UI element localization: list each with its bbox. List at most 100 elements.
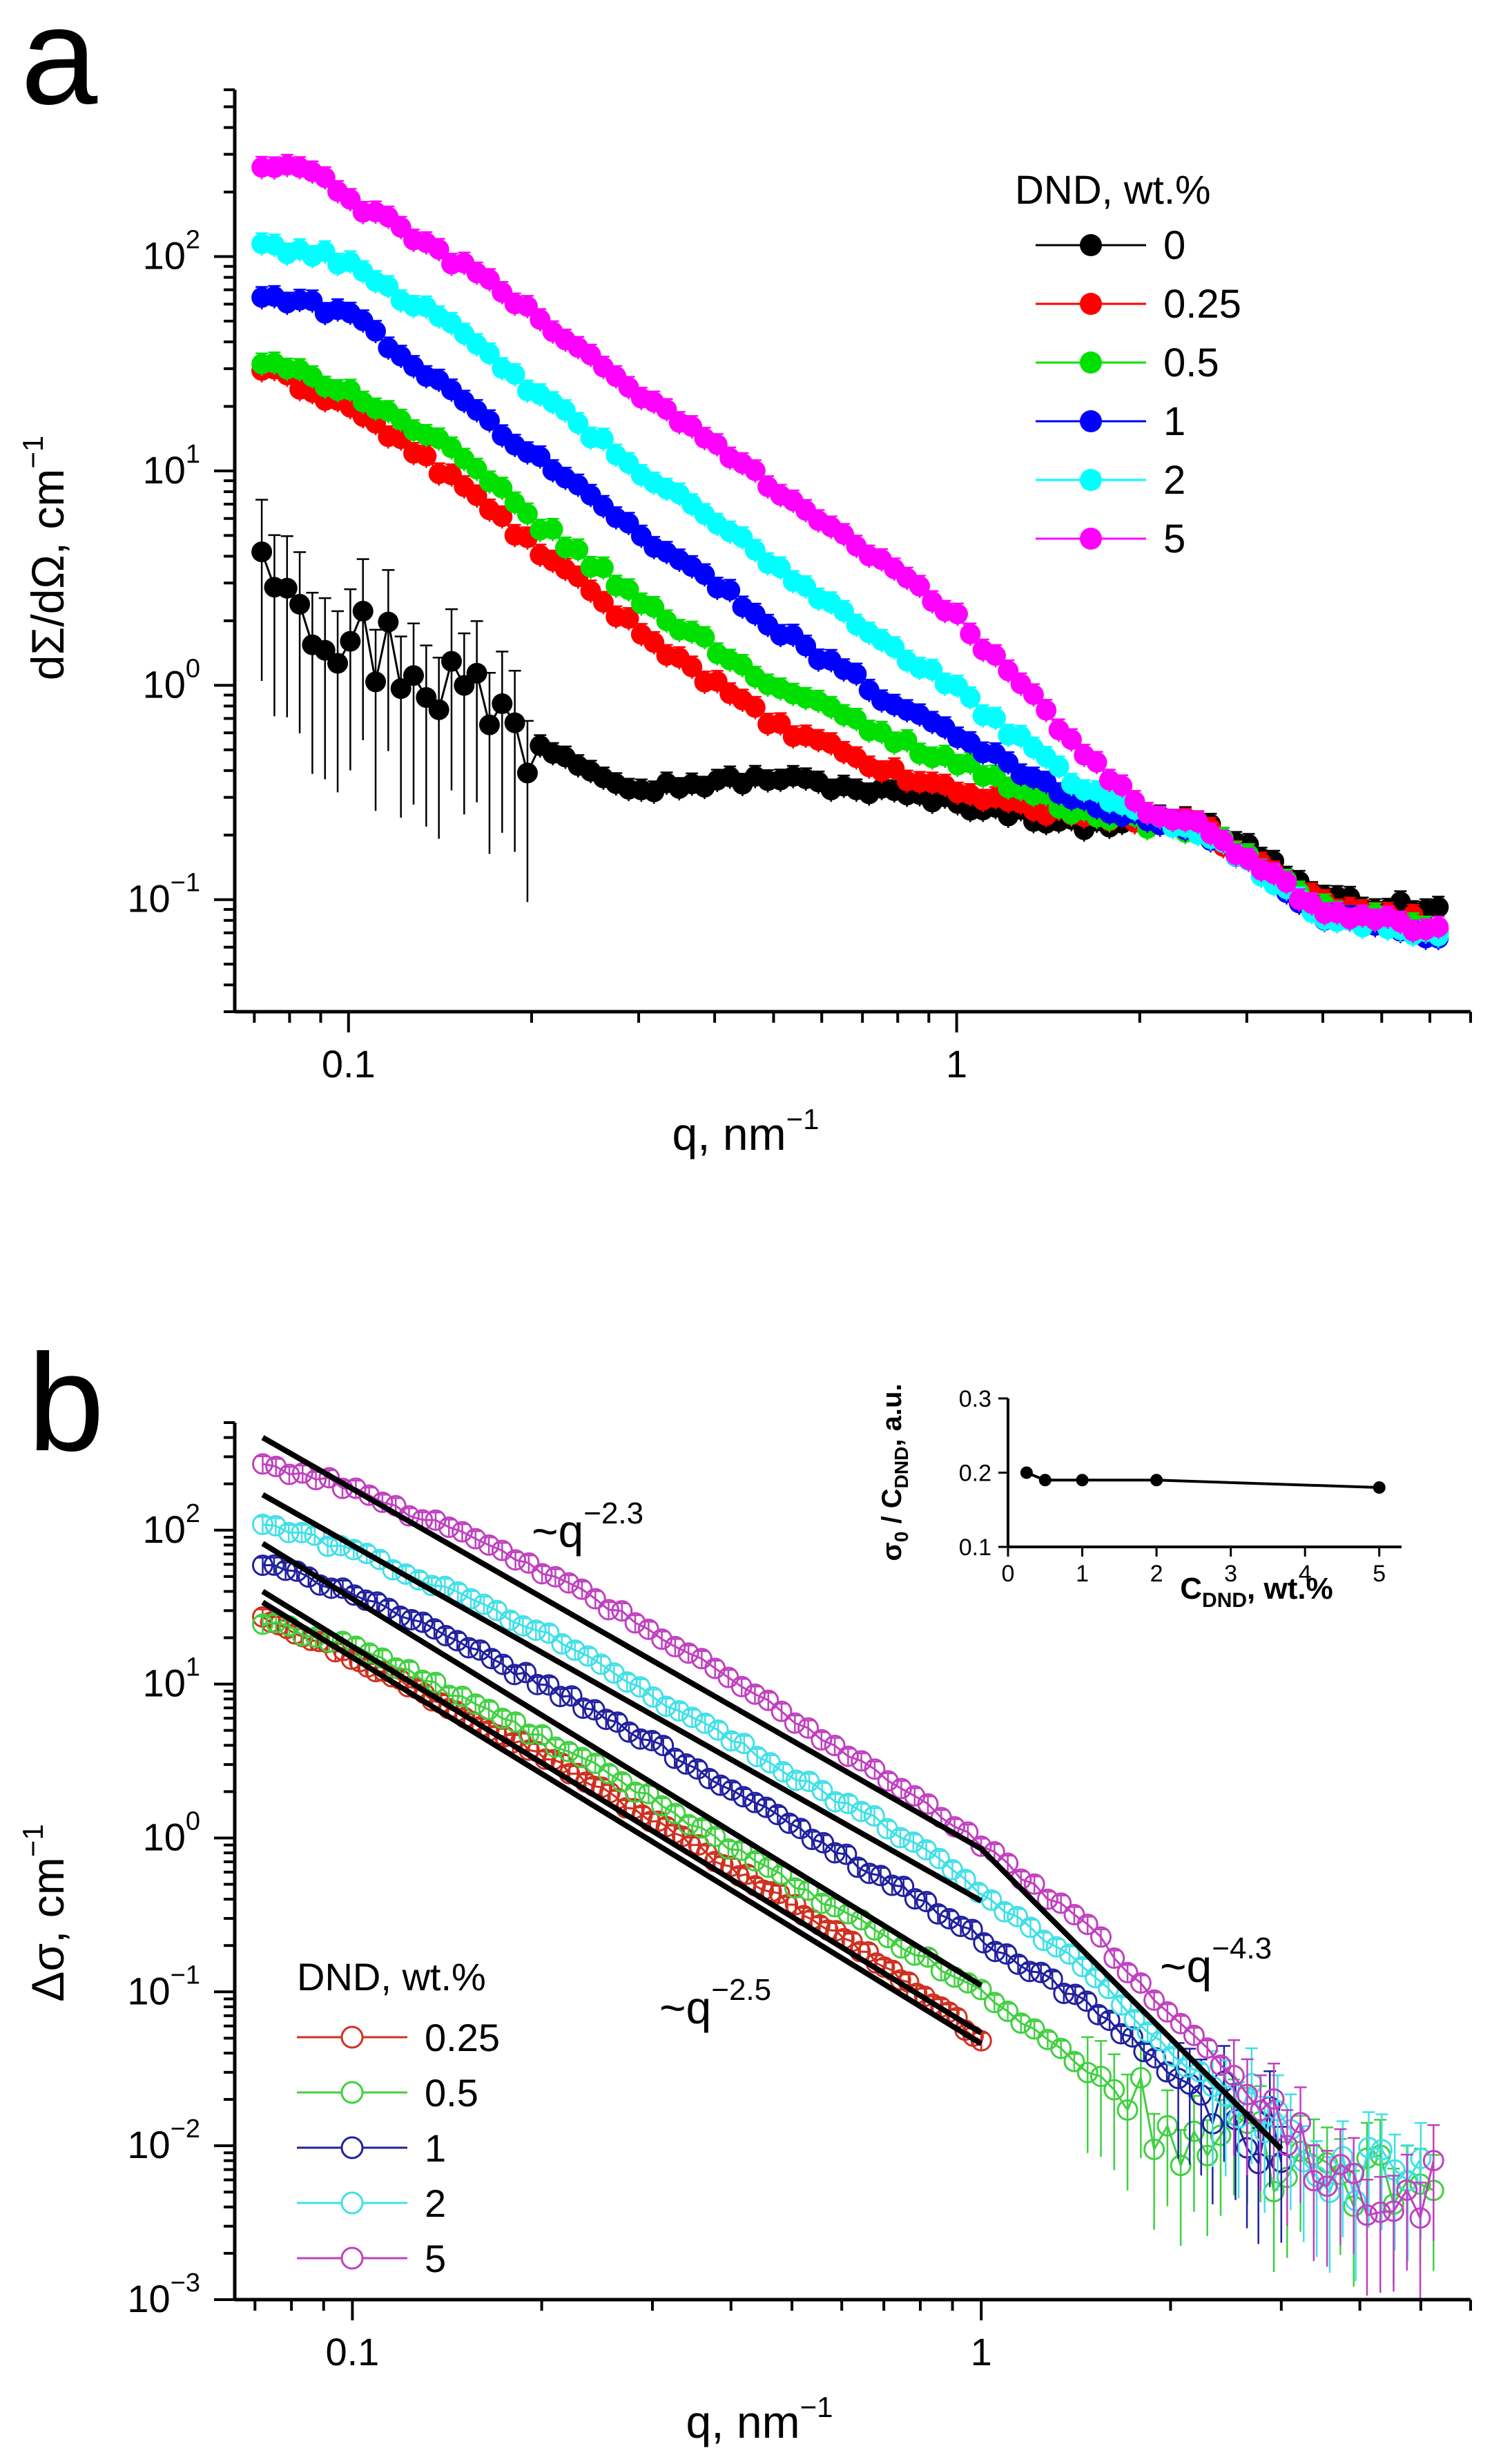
panel-b-data-point xyxy=(1396,2179,1418,2201)
panel-b-data-point xyxy=(481,1648,503,1670)
panel-a-data-point xyxy=(1048,756,1069,778)
inset-axes: 0 1 2 3 4 5 0.1 0.2 0.3 xyxy=(959,1386,1402,1587)
panel-a-data-point xyxy=(390,217,411,238)
panel-b-data-point xyxy=(505,1711,527,1733)
panel-b-legend-marker xyxy=(340,2136,364,2159)
panel-b-data-point xyxy=(1369,2202,1391,2224)
panel-b-legend: DND, wt.% 0.25 0.5 1 2 5 xyxy=(297,1955,500,2280)
panel-b-legend-entry: 2 xyxy=(297,2182,446,2225)
inset-x-tick-label: 3 xyxy=(1224,1561,1237,1587)
panel-b-data-point xyxy=(1050,1892,1072,1914)
panel-b-data-point xyxy=(904,1888,926,1910)
panel-a-data-point xyxy=(643,632,665,653)
panel-b-data-point xyxy=(797,1717,820,1739)
panel-b-series-line xyxy=(262,1616,982,2042)
panel-b-y-tick-label: 100 xyxy=(143,1807,200,1858)
panel-a-legend-marker xyxy=(1080,293,1102,315)
panel-b-data-point xyxy=(400,1608,423,1630)
panel-a-data-point xyxy=(492,477,513,499)
panel-b-data-point xyxy=(1250,2099,1272,2121)
panel-b-data-point xyxy=(707,1719,729,1741)
panel-a-data-point xyxy=(478,269,500,290)
panel-b-data-point xyxy=(733,1733,755,1755)
panel-b-data-point xyxy=(1382,2200,1404,2222)
panel-a-legend-marker xyxy=(1080,469,1102,491)
panel-a-legend-marker xyxy=(1080,528,1102,550)
panel-a-y-tick-label: 101 xyxy=(143,440,200,492)
panel-b-data-point xyxy=(668,1700,690,1722)
panel-b-data-point xyxy=(531,1724,553,1746)
panel-b-data-point xyxy=(704,1825,726,1847)
panel-a-data-point xyxy=(833,601,855,622)
panel-b-data-point xyxy=(1384,2159,1406,2181)
panel-b-data-point xyxy=(526,1673,548,1695)
panel-b-data-point xyxy=(675,1753,697,1775)
panel-b-marks xyxy=(251,1453,1444,2299)
panel-b-legend-entry: 1 xyxy=(297,2126,446,2170)
panel-b-x-tick-label: 0.1 xyxy=(325,2330,379,2374)
panel-a-data-point xyxy=(504,364,525,385)
inset-data-point xyxy=(1150,1474,1163,1487)
inset-data-point xyxy=(1020,1466,1033,1479)
panel-b-legend-entry: 0.25 xyxy=(297,2016,500,2059)
panel-a-data-point xyxy=(618,608,639,629)
panel-b-data-point xyxy=(465,1528,487,1550)
panel-b-data-point xyxy=(721,1779,743,1801)
panel-b-data-point xyxy=(503,1664,525,1686)
panel-b-data-point xyxy=(518,1723,540,1745)
panel-a-data-point xyxy=(592,592,614,613)
panel-a-data-point xyxy=(554,400,576,421)
panel-b-data-point xyxy=(629,1728,651,1750)
panel-b-legend-label: 0.25 xyxy=(425,2016,500,2059)
panel-b-data-point xyxy=(863,1804,885,1827)
panel-b-data-point xyxy=(458,1637,480,1659)
panel-a-data-point xyxy=(694,627,715,648)
panel-b-data-point xyxy=(1210,2054,1232,2076)
panel-a-data-point xyxy=(516,296,538,317)
panel-b-data-point xyxy=(1130,2067,1152,2089)
panel-b-data-point xyxy=(970,1979,992,2001)
panel-b-y-tick-label: 10−2 xyxy=(127,2115,200,2166)
panel-b-data-point xyxy=(1063,2050,1085,2072)
panel-b-data-point xyxy=(561,1685,583,1707)
panel-b-data-point xyxy=(505,1549,527,1571)
panel-b-data-point xyxy=(595,1709,617,1731)
panel-a-data-point xyxy=(478,343,500,365)
panel-b-data-point xyxy=(1076,1914,1098,1936)
panel-a-legend-marker xyxy=(1080,234,1102,256)
panel-b-data-point xyxy=(1223,2065,1245,2087)
panel-a-legend-marker xyxy=(1080,410,1102,432)
panel-a-y-tick-label: 102 xyxy=(143,226,200,278)
panel-b-data-point xyxy=(382,1559,404,1581)
panel-a-data-point xyxy=(744,697,766,718)
panel-b-data-point xyxy=(544,1566,566,1588)
panel-a-data-point xyxy=(1023,684,1044,705)
panel-b-data-point xyxy=(564,1639,586,1662)
panel-a-data-point xyxy=(314,639,336,661)
panel-a-data-point xyxy=(276,577,298,599)
panel-b-data-point xyxy=(1019,1916,1041,1938)
panel-b-data-point xyxy=(1183,2120,1205,2142)
panel-a-data-point xyxy=(542,519,563,540)
panel-a-data-point xyxy=(1428,916,1449,938)
panel-a-series-5 xyxy=(251,153,1449,943)
panel-b-data-point xyxy=(1263,2088,1285,2110)
panel-b-data-point xyxy=(460,1588,482,1610)
panel-b-data-point xyxy=(1010,2012,1032,2034)
panel-b-data-point xyxy=(317,1535,339,1557)
panel-b-data-point xyxy=(1072,1956,1094,1978)
panel-b-data-point xyxy=(1188,2061,1210,2083)
panel-b-data-point xyxy=(251,1453,273,1475)
panel-a-data-point xyxy=(618,579,639,600)
panel-b-data-point xyxy=(473,1593,495,1615)
panel-a-data-point xyxy=(884,637,905,658)
panel-b-data-point xyxy=(320,1577,342,1599)
panel-b-fit-line xyxy=(261,1492,983,1904)
panel-b-data-point xyxy=(717,1838,739,1860)
panel-a-data-point xyxy=(795,635,817,657)
panel-b-data-point xyxy=(864,1758,886,1780)
panel-b-data-point xyxy=(278,1463,300,1485)
panel-b-data-point xyxy=(1163,2046,1185,2068)
inset-marks xyxy=(1020,1466,1386,1494)
panel-a-data-point xyxy=(251,541,273,563)
